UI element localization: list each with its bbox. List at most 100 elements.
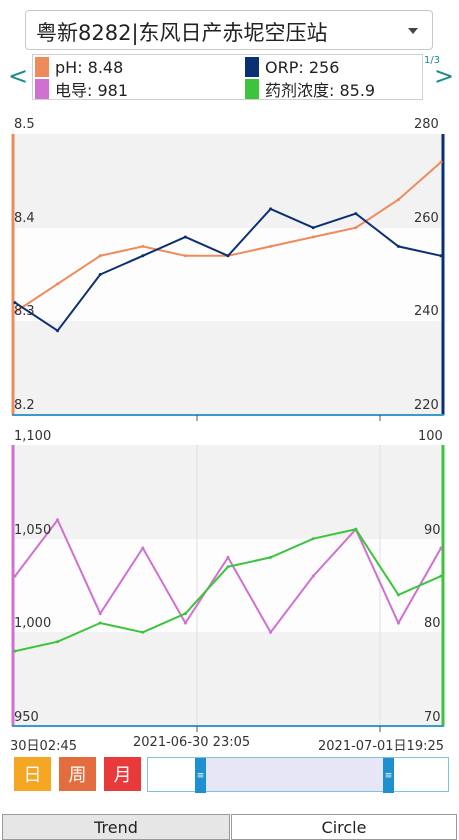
- bottom-chart[interactable]: [0, 428, 459, 738]
- chart-legend: pH: 8.48 ORP: 256 电导: 981 药剂浓度: 85.9: [32, 54, 423, 100]
- range-handle-left[interactable]: ≡: [195, 758, 206, 793]
- bottom-series-group: [13, 517, 443, 653]
- legend-swatch: [245, 79, 259, 99]
- data-point: [56, 640, 60, 644]
- data-point: [98, 273, 102, 276]
- month-button-label: 月: [113, 765, 132, 786]
- data-point: [269, 555, 273, 559]
- data-point: [311, 574, 315, 578]
- data-point: [56, 282, 60, 286]
- y-right-tick: 100: [418, 429, 443, 444]
- band: [12, 228, 444, 321]
- band: [12, 134, 444, 228]
- data-point: [226, 254, 230, 258]
- legend-item-dosage[interactable]: 药剂浓度: 85.9: [245, 78, 375, 100]
- data-point: [269, 244, 273, 248]
- time-range-slider[interactable]: ≡ ≡: [147, 757, 449, 793]
- station-title: 粤新8282|东风日产赤坭空压站: [36, 21, 328, 45]
- y-left-tick: 8.4: [14, 211, 35, 226]
- y-left-tick: 950: [14, 710, 39, 725]
- y-right-tick: 260: [414, 211, 439, 226]
- data-point: [98, 621, 102, 625]
- data-point: [183, 235, 187, 239]
- data-point: [396, 244, 400, 248]
- page-indicator: 1/3: [424, 55, 441, 66]
- legend-item-conductivity[interactable]: 电导: 981: [35, 78, 128, 100]
- prev-page-arrow[interactable]: <: [8, 62, 29, 90]
- data-point: [183, 612, 187, 616]
- band: [12, 632, 444, 726]
- data-point: [439, 254, 443, 258]
- day-button[interactable]: 日: [14, 757, 51, 791]
- legend-swatch: [35, 79, 49, 99]
- data-point: [141, 254, 145, 258]
- band: [12, 445, 444, 539]
- data-point: [354, 226, 358, 230]
- legend-swatch: [245, 57, 259, 77]
- data-point: [13, 301, 17, 305]
- data-point: [396, 593, 400, 597]
- data-point: [98, 612, 102, 616]
- range-handle-right[interactable]: ≡: [383, 758, 394, 793]
- legend-item-orp[interactable]: ORP: 256: [245, 56, 339, 78]
- data-point: [311, 226, 315, 230]
- data-point: [354, 527, 358, 531]
- chevron-down-icon: [408, 28, 418, 34]
- band: [12, 321, 444, 415]
- legend-label: pH: 8.48: [55, 57, 124, 77]
- data-point: [183, 254, 187, 258]
- legend-swatch: [35, 57, 49, 77]
- data-point: [13, 310, 17, 314]
- y-left-tick: 8.5: [14, 117, 35, 132]
- data-point: [311, 537, 315, 541]
- data-point: [354, 212, 358, 216]
- data-point: [183, 621, 187, 625]
- time-label-start: 30日02:45: [10, 739, 78, 754]
- station-select[interactable]: 粤新8282|东风日产赤坭空压站: [25, 10, 433, 50]
- data-point: [226, 555, 230, 559]
- data-point: [269, 207, 273, 211]
- legend-label: 药剂浓度: 85.9: [265, 81, 376, 100]
- range-selection[interactable]: [200, 758, 386, 791]
- y-left-tick: 1,050: [14, 523, 52, 538]
- data-point: [439, 160, 443, 164]
- y-left-tick: 8.2: [14, 398, 35, 413]
- data-point: [13, 574, 17, 578]
- tab-circle[interactable]: Circle: [231, 814, 457, 840]
- y-right-tick: 220: [414, 398, 439, 413]
- data-point: [141, 630, 145, 634]
- y-right-tick: 90: [424, 523, 441, 538]
- tab-trend-label: Trend: [94, 817, 138, 837]
- data-point: [439, 574, 443, 578]
- y-right-tick: 240: [414, 304, 439, 319]
- data-point: [226, 565, 230, 569]
- y-left-tick: 8.3: [14, 304, 35, 319]
- y-left-tick: 1,000: [14, 616, 52, 631]
- data-point: [396, 621, 400, 625]
- data-point: [141, 244, 145, 248]
- legend-item-ph[interactable]: pH: 8.48: [35, 56, 123, 78]
- time-label-mid: 2021-06-30 23:05: [133, 735, 251, 750]
- next-page-arrow[interactable]: >: [434, 62, 455, 90]
- day-button-label: 日: [23, 765, 42, 786]
- tab-circle-label: Circle: [321, 817, 367, 837]
- legend-label: ORP: 256: [265, 57, 340, 77]
- month-button[interactable]: 月: [104, 757, 141, 791]
- week-button[interactable]: 周: [59, 757, 96, 791]
- data-point: [439, 546, 443, 550]
- y-right-tick: 80: [424, 616, 441, 631]
- data-point: [98, 254, 102, 258]
- data-point: [56, 518, 60, 522]
- top-chart[interactable]: [0, 108, 459, 428]
- data-point: [269, 630, 273, 634]
- legend-label: 电导: 981: [55, 81, 129, 100]
- data-point: [13, 649, 17, 653]
- tab-trend[interactable]: Trend: [2, 814, 230, 840]
- data-point: [141, 546, 145, 550]
- y-left-tick: 1,100: [14, 429, 52, 444]
- top-series-group: [13, 160, 443, 333]
- band: [12, 539, 444, 632]
- week-button-label: 周: [68, 765, 87, 786]
- data-point: [311, 235, 315, 239]
- time-label-end: 2021-07-01日19:25: [318, 739, 445, 754]
